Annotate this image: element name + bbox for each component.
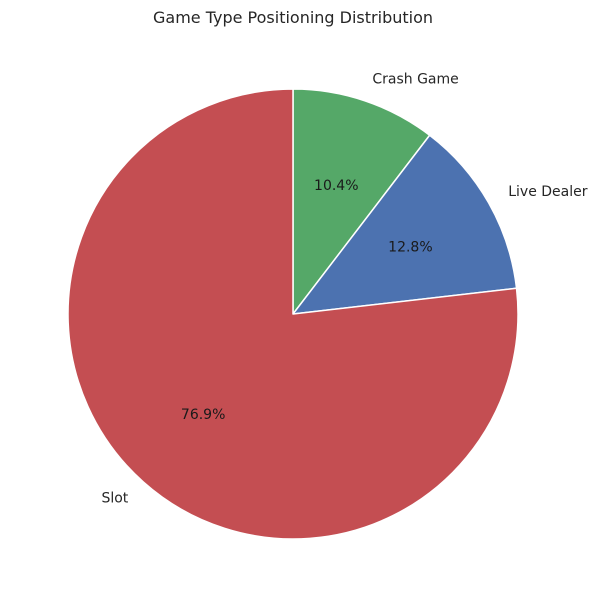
pie-labels: Crash Game 10.4% Live Dealer 12.8% Slot 76.9% [101, 72, 587, 507]
pie-slice-slot [67, 88, 519, 540]
slice-label-crash-game: Crash Game [372, 72, 458, 88]
pie-slices [67, 88, 519, 540]
slice-percent-slot: 76.9% [181, 407, 225, 423]
slice-label-live-dealer: Live Dealer [508, 184, 588, 200]
chart-title: Game Type Positioning Distribution [153, 8, 433, 27]
pie-slice-crash-game [292, 88, 431, 315]
slice-percent-crash-game: 10.4% [314, 178, 358, 194]
slice-percent-live-dealer: 12.8% [388, 239, 432, 255]
pie-slice-live-dealer [292, 134, 518, 315]
slice-label-slot: Slot [101, 491, 128, 507]
